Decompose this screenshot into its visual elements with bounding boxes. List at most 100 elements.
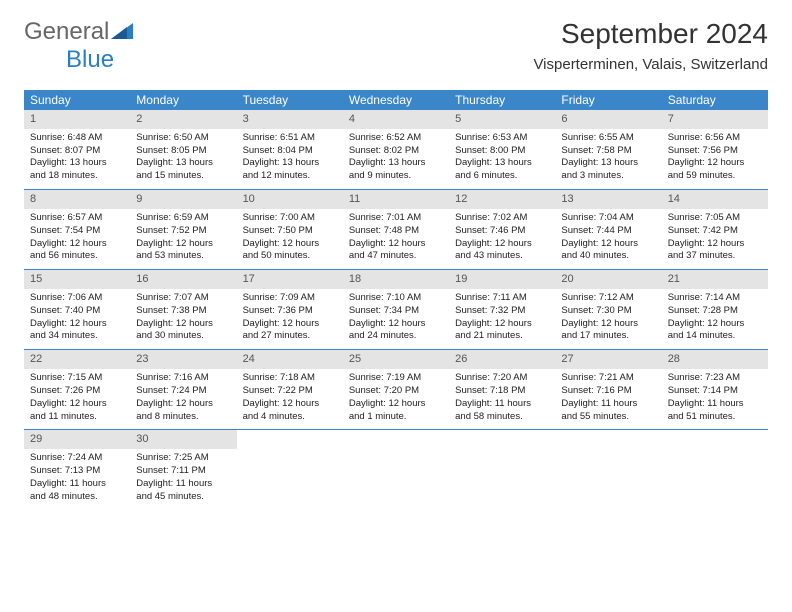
day-number: 27 bbox=[555, 350, 661, 369]
day-number: 6 bbox=[555, 110, 661, 129]
day-number: 16 bbox=[130, 270, 236, 289]
day-number: 30 bbox=[130, 430, 236, 449]
day-body: Sunrise: 6:50 AMSunset: 8:05 PMDaylight:… bbox=[130, 129, 236, 189]
calendar-day: 21Sunrise: 7:14 AMSunset: 7:28 PMDayligh… bbox=[662, 270, 768, 350]
day-number: 25 bbox=[343, 350, 449, 369]
day-body: Sunrise: 7:06 AMSunset: 7:40 PMDaylight:… bbox=[24, 289, 130, 349]
day-header: Tuesday bbox=[237, 90, 343, 110]
day-header-row: SundayMondayTuesdayWednesdayThursdayFrid… bbox=[24, 90, 768, 110]
day-body: Sunrise: 7:23 AMSunset: 7:14 PMDaylight:… bbox=[662, 369, 768, 429]
calendar-day: 17Sunrise: 7:09 AMSunset: 7:36 PMDayligh… bbox=[237, 270, 343, 350]
calendar-day: 20Sunrise: 7:12 AMSunset: 7:30 PMDayligh… bbox=[555, 270, 661, 350]
calendar-table: SundayMondayTuesdayWednesdayThursdayFrid… bbox=[24, 90, 768, 509]
day-number: 17 bbox=[237, 270, 343, 289]
calendar-day: 29Sunrise: 7:24 AMSunset: 7:13 PMDayligh… bbox=[24, 430, 130, 510]
day-body: Sunrise: 7:04 AMSunset: 7:44 PMDaylight:… bbox=[555, 209, 661, 269]
day-body: Sunrise: 6:55 AMSunset: 7:58 PMDaylight:… bbox=[555, 129, 661, 189]
calendar-day: 30Sunrise: 7:25 AMSunset: 7:11 PMDayligh… bbox=[130, 430, 236, 510]
day-number: 11 bbox=[343, 190, 449, 209]
day-number: 19 bbox=[449, 270, 555, 289]
logo: General Blue bbox=[24, 18, 133, 74]
day-header: Saturday bbox=[662, 90, 768, 110]
day-body: Sunrise: 6:51 AMSunset: 8:04 PMDaylight:… bbox=[237, 129, 343, 189]
day-number: 3 bbox=[237, 110, 343, 129]
day-body: Sunrise: 7:16 AMSunset: 7:24 PMDaylight:… bbox=[130, 369, 236, 429]
day-number: 15 bbox=[24, 270, 130, 289]
day-number: 28 bbox=[662, 350, 768, 369]
day-body: Sunrise: 7:00 AMSunset: 7:50 PMDaylight:… bbox=[237, 209, 343, 269]
calendar-week: 22Sunrise: 7:15 AMSunset: 7:26 PMDayligh… bbox=[24, 350, 768, 430]
month-title: September 2024 bbox=[533, 18, 768, 50]
calendar-day: 7Sunrise: 6:56 AMSunset: 7:56 PMDaylight… bbox=[662, 110, 768, 190]
day-body: Sunrise: 7:11 AMSunset: 7:32 PMDaylight:… bbox=[449, 289, 555, 349]
day-number: 23 bbox=[130, 350, 236, 369]
day-body: Sunrise: 7:19 AMSunset: 7:20 PMDaylight:… bbox=[343, 369, 449, 429]
calendar-day: 14Sunrise: 7:05 AMSunset: 7:42 PMDayligh… bbox=[662, 190, 768, 270]
day-number: 14 bbox=[662, 190, 768, 209]
day-number: 2 bbox=[130, 110, 236, 129]
location: Visperterminen, Valais, Switzerland bbox=[533, 56, 768, 73]
day-body: Sunrise: 7:02 AMSunset: 7:46 PMDaylight:… bbox=[449, 209, 555, 269]
day-body: Sunrise: 6:56 AMSunset: 7:56 PMDaylight:… bbox=[662, 129, 768, 189]
calendar-day: 23Sunrise: 7:16 AMSunset: 7:24 PMDayligh… bbox=[130, 350, 236, 430]
day-number: 7 bbox=[662, 110, 768, 129]
day-number: 4 bbox=[343, 110, 449, 129]
day-number: 12 bbox=[449, 190, 555, 209]
day-number: 20 bbox=[555, 270, 661, 289]
calendar-day: 9Sunrise: 6:59 AMSunset: 7:52 PMDaylight… bbox=[130, 190, 236, 270]
day-body: Sunrise: 6:59 AMSunset: 7:52 PMDaylight:… bbox=[130, 209, 236, 269]
day-body: Sunrise: 7:10 AMSunset: 7:34 PMDaylight:… bbox=[343, 289, 449, 349]
calendar-day: .. bbox=[449, 430, 555, 510]
day-body: Sunrise: 7:09 AMSunset: 7:36 PMDaylight:… bbox=[237, 289, 343, 349]
day-body: Sunrise: 7:25 AMSunset: 7:11 PMDaylight:… bbox=[130, 449, 236, 509]
calendar-day: 27Sunrise: 7:21 AMSunset: 7:16 PMDayligh… bbox=[555, 350, 661, 430]
day-body: Sunrise: 6:53 AMSunset: 8:00 PMDaylight:… bbox=[449, 129, 555, 189]
logo-text-sub: Blue bbox=[66, 46, 114, 73]
day-header: Monday bbox=[130, 90, 236, 110]
day-body: Sunrise: 7:05 AMSunset: 7:42 PMDaylight:… bbox=[662, 209, 768, 269]
day-body: Sunrise: 7:20 AMSunset: 7:18 PMDaylight:… bbox=[449, 369, 555, 429]
calendar-day: 4Sunrise: 6:52 AMSunset: 8:02 PMDaylight… bbox=[343, 110, 449, 190]
day-number: 8 bbox=[24, 190, 130, 209]
day-number: 29 bbox=[24, 430, 130, 449]
calendar-day: 19Sunrise: 7:11 AMSunset: 7:32 PMDayligh… bbox=[449, 270, 555, 350]
day-body: Sunrise: 6:48 AMSunset: 8:07 PMDaylight:… bbox=[24, 129, 130, 189]
calendar-day: .. bbox=[555, 430, 661, 510]
day-body: Sunrise: 6:52 AMSunset: 8:02 PMDaylight:… bbox=[343, 129, 449, 189]
calendar-day: 18Sunrise: 7:10 AMSunset: 7:34 PMDayligh… bbox=[343, 270, 449, 350]
header: General Blue September 2024 Vispertermin… bbox=[0, 0, 792, 80]
calendar-day: 6Sunrise: 6:55 AMSunset: 7:58 PMDaylight… bbox=[555, 110, 661, 190]
day-number: 1 bbox=[24, 110, 130, 129]
day-header: Wednesday bbox=[343, 90, 449, 110]
day-number: 5 bbox=[449, 110, 555, 129]
logo-text-main: General bbox=[24, 18, 109, 45]
calendar-day: 15Sunrise: 7:06 AMSunset: 7:40 PMDayligh… bbox=[24, 270, 130, 350]
calendar-day: 12Sunrise: 7:02 AMSunset: 7:46 PMDayligh… bbox=[449, 190, 555, 270]
day-body: Sunrise: 7:24 AMSunset: 7:13 PMDaylight:… bbox=[24, 449, 130, 509]
calendar-day: 11Sunrise: 7:01 AMSunset: 7:48 PMDayligh… bbox=[343, 190, 449, 270]
calendar-day: 13Sunrise: 7:04 AMSunset: 7:44 PMDayligh… bbox=[555, 190, 661, 270]
calendar-day: 8Sunrise: 6:57 AMSunset: 7:54 PMDaylight… bbox=[24, 190, 130, 270]
calendar-day: 22Sunrise: 7:15 AMSunset: 7:26 PMDayligh… bbox=[24, 350, 130, 430]
calendar-week: 1Sunrise: 6:48 AMSunset: 8:07 PMDaylight… bbox=[24, 110, 768, 190]
day-header: Friday bbox=[555, 90, 661, 110]
calendar-day: 25Sunrise: 7:19 AMSunset: 7:20 PMDayligh… bbox=[343, 350, 449, 430]
calendar-day: .. bbox=[237, 430, 343, 510]
calendar-day: 2Sunrise: 6:50 AMSunset: 8:05 PMDaylight… bbox=[130, 110, 236, 190]
calendar-day: 1Sunrise: 6:48 AMSunset: 8:07 PMDaylight… bbox=[24, 110, 130, 190]
calendar-day: 5Sunrise: 6:53 AMSunset: 8:00 PMDaylight… bbox=[449, 110, 555, 190]
calendar-week: 29Sunrise: 7:24 AMSunset: 7:13 PMDayligh… bbox=[24, 430, 768, 510]
title-block: September 2024 Visperterminen, Valais, S… bbox=[533, 18, 768, 73]
day-body: Sunrise: 7:18 AMSunset: 7:22 PMDaylight:… bbox=[237, 369, 343, 429]
day-number: 26 bbox=[449, 350, 555, 369]
day-body: Sunrise: 7:15 AMSunset: 7:26 PMDaylight:… bbox=[24, 369, 130, 429]
day-number: 18 bbox=[343, 270, 449, 289]
calendar-day: .. bbox=[662, 430, 768, 510]
logo-triangle-icon bbox=[111, 18, 133, 46]
day-number: 22 bbox=[24, 350, 130, 369]
day-header: Thursday bbox=[449, 90, 555, 110]
day-number: 24 bbox=[237, 350, 343, 369]
day-number: 9 bbox=[130, 190, 236, 209]
day-body: Sunrise: 7:12 AMSunset: 7:30 PMDaylight:… bbox=[555, 289, 661, 349]
calendar-day: 16Sunrise: 7:07 AMSunset: 7:38 PMDayligh… bbox=[130, 270, 236, 350]
